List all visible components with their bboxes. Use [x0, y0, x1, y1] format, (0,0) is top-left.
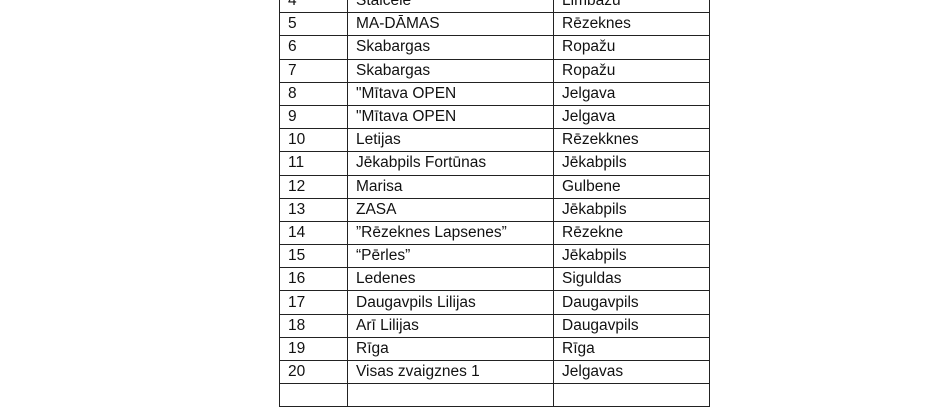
city-name: Jelgava [553, 81, 710, 106]
teams-table: 4 Staicele Limbažu 5 MA-DĀMAS Rēzeknes 6 Skabar… [279, 0, 710, 407]
team-name: Letijas [347, 128, 554, 153]
row-number [279, 383, 348, 407]
row-number: 11 [279, 151, 348, 176]
row-number: 10 [279, 128, 348, 153]
row-number: 19 [279, 336, 348, 362]
team-name: Marisa [347, 174, 554, 199]
city-name: Ropažu [553, 58, 710, 83]
city-name: Daugavpils [553, 313, 710, 338]
team-name: "Mītava OPEN [347, 81, 554, 106]
row-number: 7 [279, 58, 348, 83]
team-name: ”Rēzeknes Lapsenes” [347, 220, 554, 246]
city-name: Jēkabpils [553, 151, 710, 176]
table-row: 4 Staicele Limbažu [279, 0, 710, 14]
team-name: Ledenes [347, 267, 554, 292]
row-number: 17 [279, 290, 348, 315]
city-name: Rēzekknes [553, 128, 710, 153]
city-name: Daugavpils [553, 290, 710, 315]
table-row: 20 Visas zvaigznes 1 Jelgavas [279, 359, 710, 385]
table-row: 15 “Pērles” Jēkabpils [279, 244, 710, 269]
table-row: 8 "Mītava OPEN Jelgava [279, 81, 710, 106]
team-name: “Pērles” [347, 244, 554, 269]
row-number: 15 [279, 244, 348, 269]
table-row: 13 ZASA Jēkabpils [279, 197, 710, 222]
city-name: Jēkabpils [553, 244, 710, 269]
row-number: 9 [279, 104, 348, 130]
city-name: Gulbene [553, 174, 710, 199]
table-row: 19 Rīga Rīga [279, 336, 710, 362]
table-row: 7 Skabargas Ropažu [279, 58, 710, 83]
city-name: Jēkabpils [553, 197, 710, 222]
team-name: MA-DĀMAS [347, 12, 554, 37]
city-name: Jelgavas [553, 359, 710, 385]
table-row: 9 "Mītava OPEN Jelgava [279, 104, 710, 130]
team-name: Visas zvaigznes 1 [347, 359, 554, 385]
table-row: 18 Arī Lilijas Daugavpils [279, 313, 710, 338]
table-row: 17 Daugavpils Lilijas Daugavpils [279, 290, 710, 315]
table-row: 11 Jēkabpils Fortūnas Jēkabpils [279, 151, 710, 176]
city-name: Limbažu [553, 0, 710, 14]
team-name [347, 383, 554, 407]
team-name: Staicele [347, 0, 554, 14]
row-number: 20 [279, 359, 348, 385]
city-name: Rīga [553, 336, 710, 362]
row-number: 6 [279, 35, 348, 60]
row-number: 13 [279, 197, 348, 222]
team-name: Daugavpils Lilijas [347, 290, 554, 315]
city-name [553, 383, 710, 407]
row-number: 12 [279, 174, 348, 199]
team-name: "Mītava OPEN [347, 104, 554, 130]
table-row: 10 Letijas Rēzekknes [279, 128, 710, 153]
team-name: ZASA [347, 197, 554, 222]
team-name: Arī Lilijas [347, 313, 554, 338]
city-name: Jelgava [553, 104, 710, 130]
team-name: Skabargas [347, 58, 554, 83]
table-row: 12 Marisa Gulbene [279, 174, 710, 199]
team-name: Rīga [347, 336, 554, 362]
row-number: 18 [279, 313, 348, 338]
row-number: 8 [279, 81, 348, 106]
row-number: 4 [279, 0, 348, 14]
table-row: 14 ”Rēzeknes Lapsenes” Rēzekne [279, 220, 710, 246]
table-row: 5 MA-DĀMAS Rēzeknes [279, 12, 710, 37]
row-number: 14 [279, 220, 348, 246]
city-name: Rēzekne [553, 220, 710, 246]
row-number: 5 [279, 12, 348, 37]
table-row [279, 383, 710, 407]
team-name: Skabargas [347, 35, 554, 60]
city-name: Ropažu [553, 35, 710, 60]
city-name: Siguldas [553, 267, 710, 292]
table-row: 16 Ledenes Siguldas [279, 267, 710, 292]
row-number: 16 [279, 267, 348, 292]
table-row: 6 Skabargas Ropažu [279, 35, 710, 60]
city-name: Rēzeknes [553, 12, 710, 37]
team-name: Jēkabpils Fortūnas [347, 151, 554, 176]
